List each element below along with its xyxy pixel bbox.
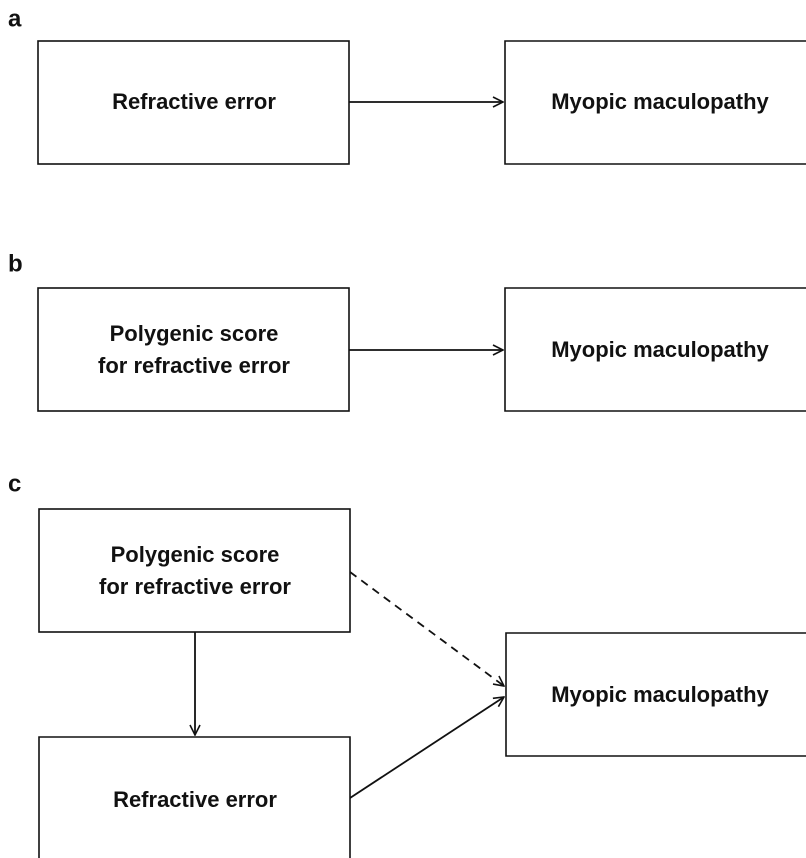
- node-label: Myopic maculopathy: [551, 337, 769, 362]
- node-label: Myopic maculopathy: [551, 89, 769, 114]
- dashed-arrow: [349, 571, 504, 686]
- arrow: [349, 697, 504, 799]
- node-label: Myopic maculopathy: [551, 682, 769, 707]
- panel-label: c: [8, 470, 21, 497]
- node-label: Polygenic score: [110, 321, 279, 346]
- panel-label: a: [8, 5, 22, 32]
- node-box: [38, 508, 351, 633]
- node-label: for refractive error: [98, 353, 290, 378]
- node-box: [504, 287, 806, 412]
- node-box: [504, 40, 806, 165]
- panel-label: b: [8, 250, 23, 277]
- node-label: Refractive error: [113, 787, 277, 812]
- node-box: [37, 287, 350, 412]
- node-box: [37, 40, 350, 165]
- node-label: for refractive error: [99, 574, 291, 599]
- node-box: [505, 632, 806, 757]
- node-label: Refractive error: [112, 89, 276, 114]
- node-label: Polygenic score: [111, 542, 280, 567]
